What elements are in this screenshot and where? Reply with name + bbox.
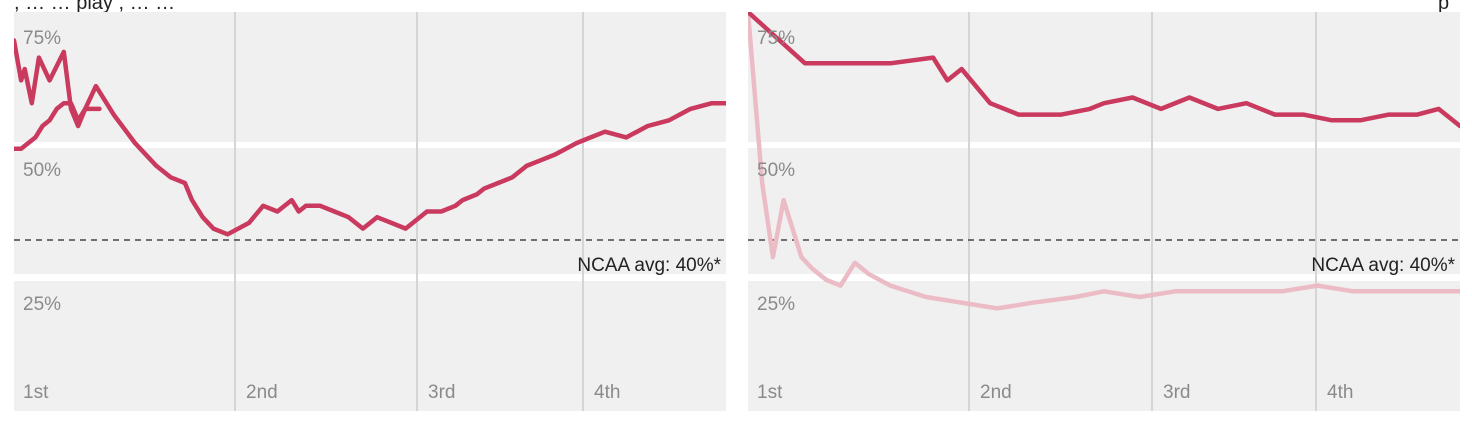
band-2-2 (748, 148, 1460, 274)
y-tick-label-1-2: 50% (23, 160, 61, 181)
band-2-3 (748, 281, 1460, 411)
x-label-2-4: 4th (1327, 382, 1353, 403)
band-1-2 (14, 148, 726, 274)
y-tick-label-1-3: 25% (23, 294, 61, 315)
y-tick-label-2-3: 25% (757, 294, 795, 315)
x-label-2-2: 2nd (980, 382, 1012, 403)
series-line-2-1 (748, 12, 1460, 311)
x-label-1-4: 4th (594, 382, 620, 403)
x-label-2-1: 1st (757, 382, 783, 403)
y-tick-label-2-1: 75% (757, 28, 795, 49)
clipped-header: , … … play , … … p (0, 0, 1472, 18)
x-label-1-3: 3rd (428, 382, 455, 403)
x-label-1-1: 1st (23, 382, 49, 403)
reference-label-1: NCAA avg: 40%* (577, 255, 721, 276)
band-1-1 (14, 12, 726, 142)
series-line-2-2 (748, 12, 1460, 129)
y-tick-label-2-2: 50% (757, 160, 795, 181)
header-fragment-right: p (1438, 0, 1450, 14)
band-1-3 (14, 281, 726, 411)
y-tick-label-1-1: 75% (23, 28, 61, 49)
header-fragment-left: , … … play , … … (14, 0, 176, 14)
x-label-2-3: 3rd (1163, 382, 1190, 403)
series-line-1-2 (14, 100, 102, 152)
reference-label-2: NCAA avg: 40%* (1311, 255, 1455, 276)
x-label-1-2: 2nd (246, 382, 278, 403)
